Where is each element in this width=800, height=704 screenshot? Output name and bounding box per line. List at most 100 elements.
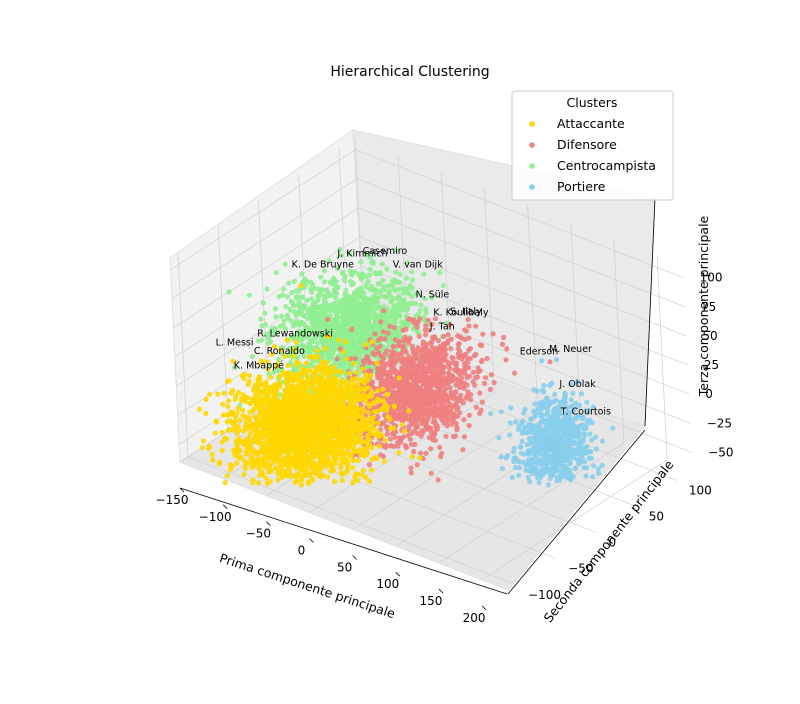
data-point [478, 358, 485, 365]
data-point [309, 296, 315, 302]
data-point [458, 335, 464, 341]
data-point [448, 415, 454, 421]
data-point [342, 296, 348, 302]
data-point [370, 327, 376, 333]
data-point [303, 360, 310, 366]
data-point [294, 354, 301, 360]
data-point [317, 322, 324, 328]
data-point [428, 470, 434, 476]
data-point [434, 383, 440, 389]
data-point [573, 465, 579, 471]
data-point [301, 349, 307, 355]
data-point [501, 334, 507, 340]
data-point [562, 400, 568, 406]
data-point [299, 271, 305, 277]
data-point [396, 339, 402, 345]
data-point [593, 446, 599, 452]
data-point [203, 396, 209, 402]
data-point [418, 420, 424, 426]
data-point [462, 370, 468, 376]
data-point [578, 445, 584, 451]
data-point [480, 331, 486, 337]
data-point [350, 336, 357, 342]
data-point [570, 390, 576, 396]
data-point [360, 439, 366, 445]
data-point [234, 460, 240, 466]
data-point [376, 315, 383, 321]
data-point [377, 271, 383, 277]
data-point [393, 311, 399, 317]
data-point [465, 316, 471, 323]
data-point [358, 276, 364, 282]
data-point [281, 318, 287, 324]
data-point [498, 454, 504, 460]
data-point [349, 282, 355, 288]
data-point [346, 299, 352, 305]
data-point [397, 403, 403, 409]
data-point [426, 348, 432, 354]
data-point [473, 404, 479, 410]
data-point [388, 425, 394, 431]
data-point [561, 423, 567, 429]
data-point [248, 454, 254, 460]
data-point [390, 365, 396, 371]
data-point [310, 322, 316, 328]
data-point [411, 449, 417, 455]
data-point [448, 408, 454, 414]
data-point [381, 443, 387, 449]
data-point [393, 269, 399, 275]
data-point [407, 316, 413, 322]
data-point [409, 269, 415, 275]
data-point [320, 287, 326, 293]
data-point [510, 449, 517, 455]
data-point [369, 305, 375, 311]
data-point [340, 470, 346, 476]
data-point [282, 261, 288, 267]
data-point [530, 458, 537, 464]
data-point [381, 356, 387, 362]
data-point [565, 472, 571, 478]
data-point [390, 343, 396, 350]
data-point [422, 332, 429, 338]
data-point [483, 375, 489, 381]
data-point [206, 443, 212, 449]
data-point [352, 355, 358, 362]
data-point [391, 306, 398, 312]
data-point [365, 331, 372, 337]
data-point [423, 306, 429, 312]
data-point [370, 259, 376, 265]
data-point [462, 327, 468, 333]
data-point [238, 454, 244, 460]
data-point [209, 451, 215, 457]
data-point [272, 306, 278, 312]
data-point [387, 372, 393, 379]
data-point [551, 412, 557, 418]
data-point [366, 409, 372, 416]
data-point [322, 346, 328, 352]
data-point [375, 414, 381, 420]
data-point [409, 364, 415, 370]
data-point [449, 354, 455, 360]
data-point [552, 405, 558, 412]
data-point [299, 370, 305, 376]
data-point [307, 305, 313, 311]
data-point [470, 369, 476, 375]
data-point [431, 372, 437, 378]
data-point [543, 395, 550, 401]
data-point [513, 419, 519, 425]
data-point [398, 304, 404, 310]
data-point [310, 353, 316, 360]
data-point [450, 395, 456, 401]
data-point [581, 434, 587, 440]
data-point [392, 287, 398, 294]
data-point [246, 378, 252, 385]
data-point [361, 305, 367, 311]
data-point [507, 420, 513, 426]
data-point [456, 341, 462, 347]
data-point [435, 363, 441, 369]
data-point [460, 447, 466, 453]
data-point [412, 394, 419, 400]
data-point [565, 439, 571, 445]
data-point [546, 427, 552, 433]
data-point [479, 342, 485, 349]
